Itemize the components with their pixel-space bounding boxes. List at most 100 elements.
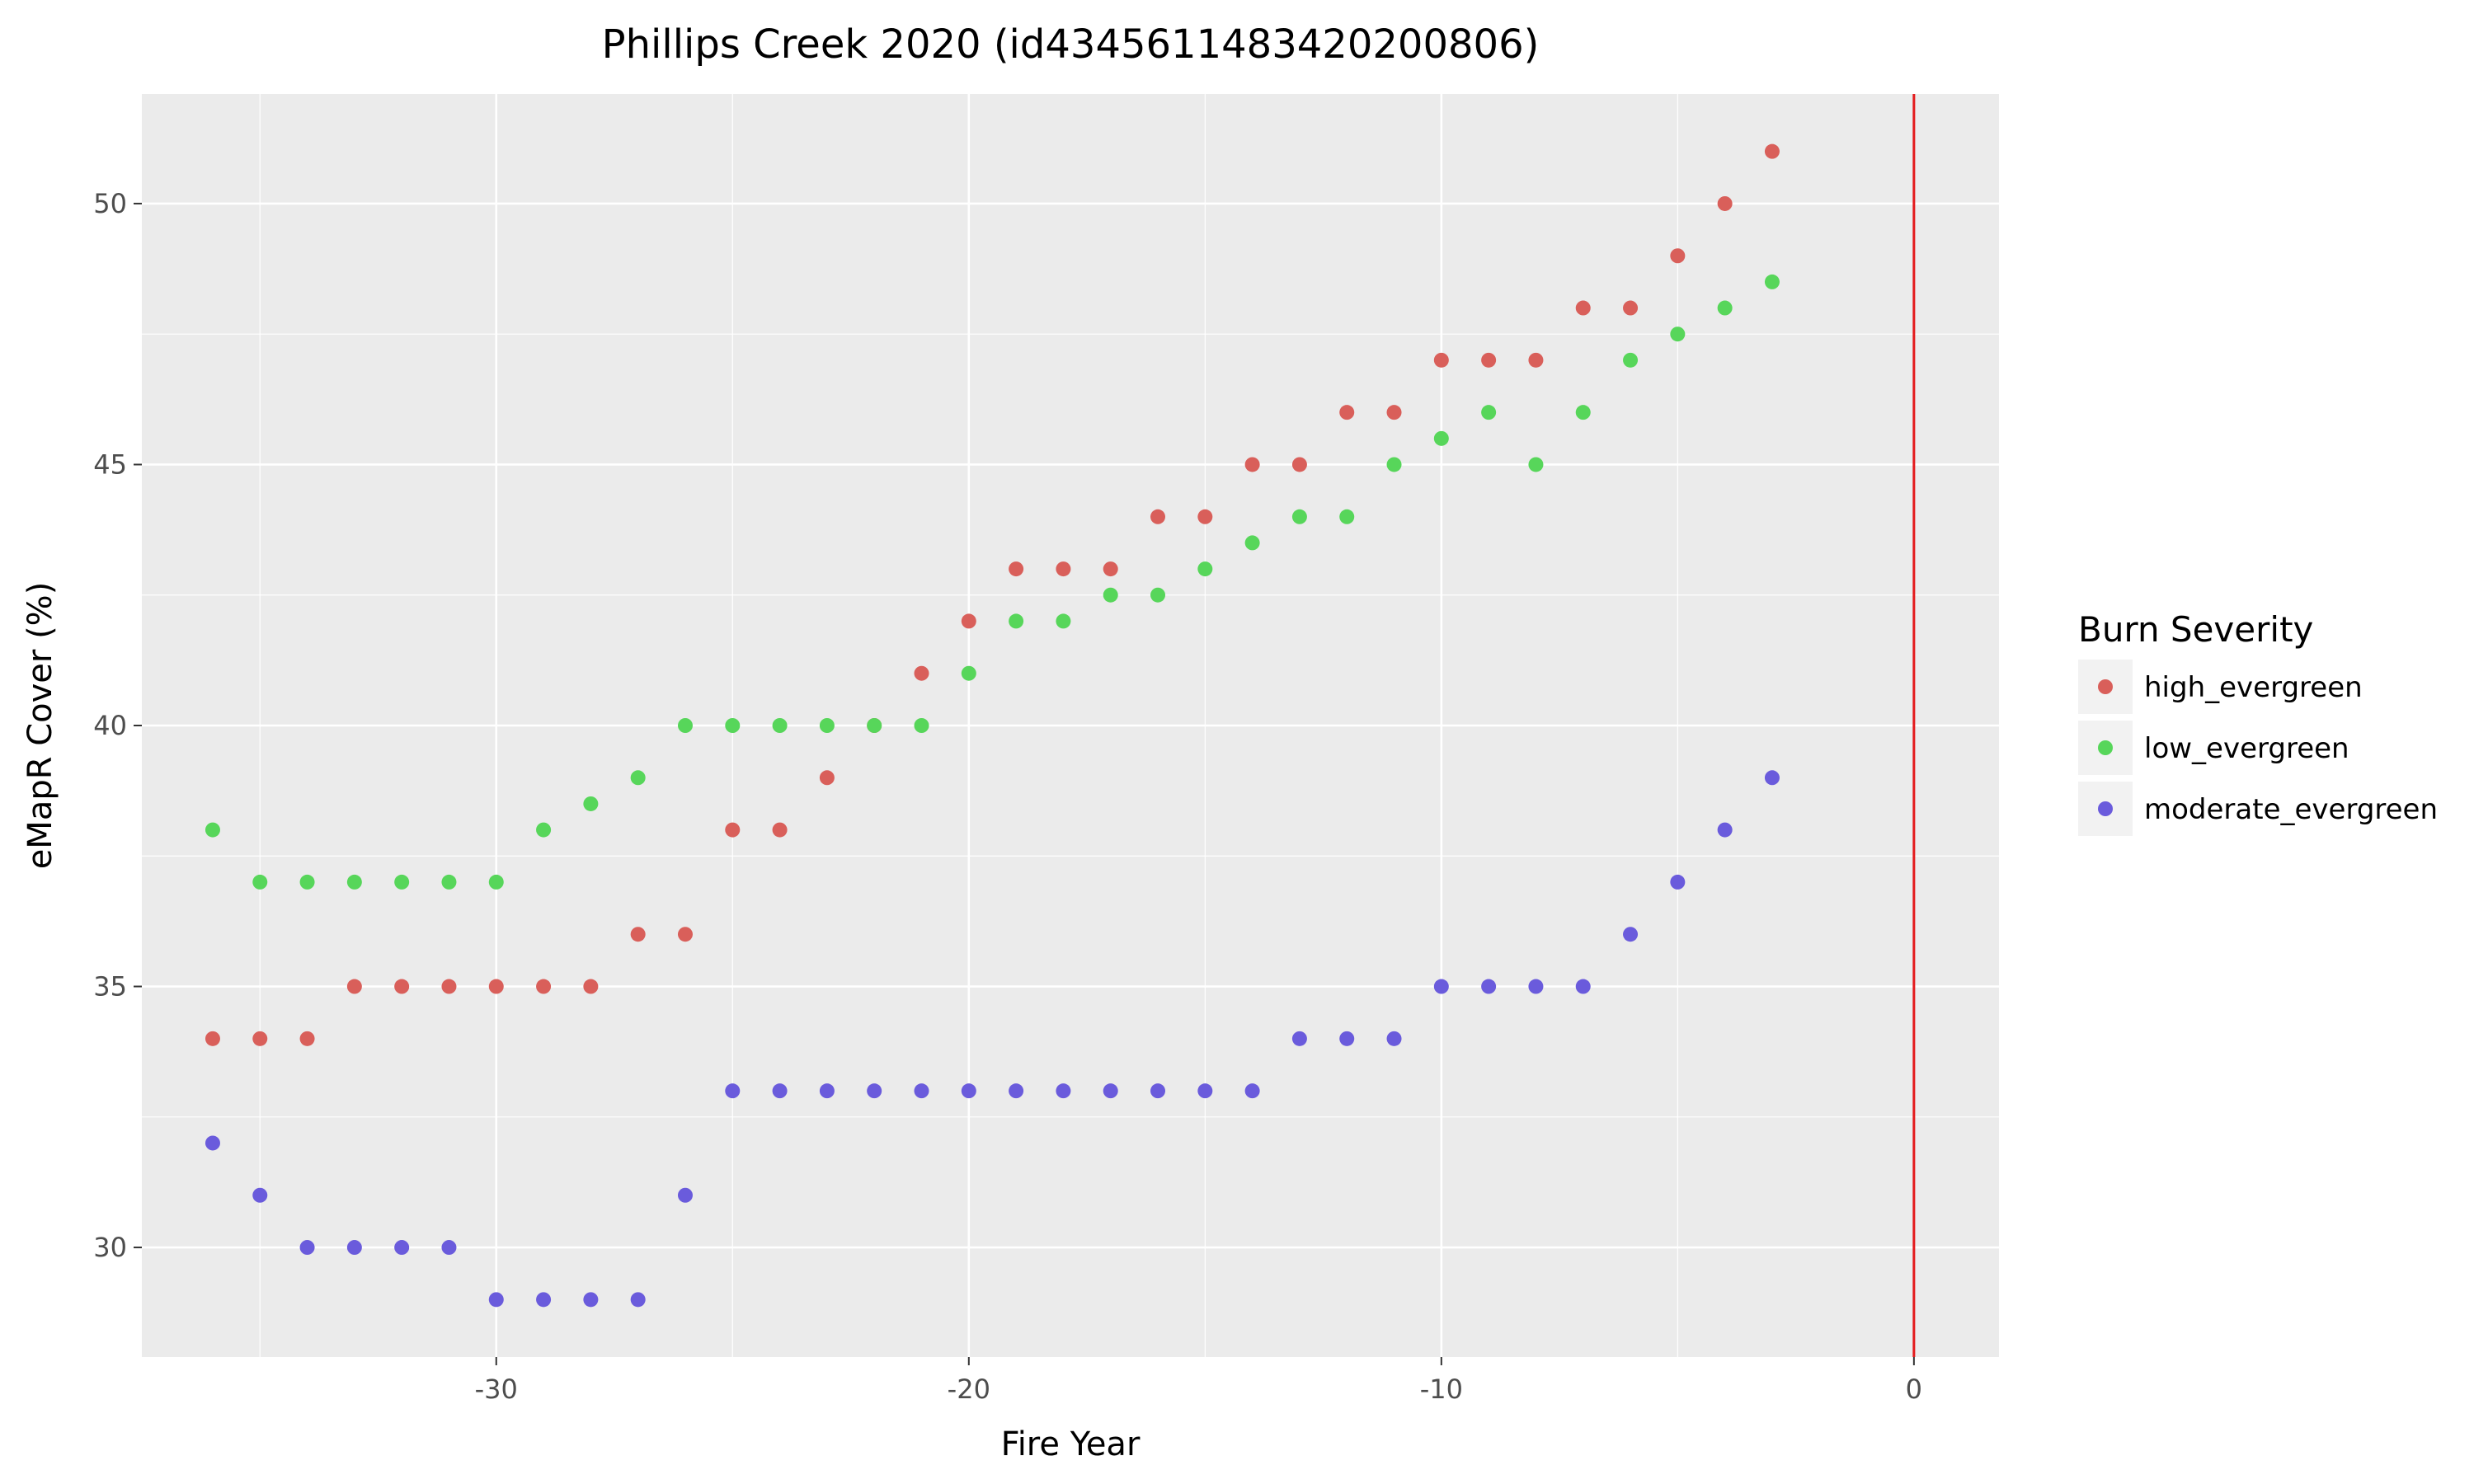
data-point: [1717, 195, 1733, 211]
x-tick-label: -30: [475, 1374, 518, 1405]
data-point: [1009, 561, 1024, 577]
data-point: [1764, 770, 1780, 786]
legend-marker: [2098, 801, 2113, 816]
x-tick-label: -20: [948, 1374, 990, 1405]
data-point: [1103, 1083, 1118, 1099]
data-point: [252, 874, 268, 890]
data-point: [346, 1240, 362, 1256]
data-point: [583, 796, 599, 811]
data-point: [394, 1240, 410, 1256]
data-point: [1291, 509, 1307, 524]
series-moderate_evergreen: [205, 770, 1780, 1308]
data-point: [867, 1083, 882, 1099]
data-point: [1009, 613, 1024, 629]
data-point: [1150, 1083, 1166, 1099]
data-point: [677, 927, 693, 942]
data-point: [299, 874, 315, 890]
data-point: [488, 979, 504, 994]
data-point: [1764, 143, 1780, 159]
data-point: [394, 979, 410, 994]
data-point: [1670, 248, 1686, 264]
data-point: [536, 822, 552, 838]
data-point: [961, 665, 976, 681]
data-point: [441, 979, 457, 994]
data-point: [630, 927, 646, 942]
data-point: [441, 874, 457, 890]
data-point: [1717, 300, 1733, 316]
legend-item: low_evergreen: [2078, 721, 2349, 775]
x-tick-label: 0: [1906, 1374, 1922, 1405]
data-point: [1481, 405, 1497, 420]
data-point: [536, 1292, 552, 1308]
data-point: [1056, 1083, 1071, 1099]
data-point: [1244, 457, 1260, 472]
legend-label: moderate_evergreen: [2144, 793, 2438, 826]
legend-item: moderate_evergreen: [2078, 782, 2438, 836]
data-point: [1575, 300, 1591, 316]
data-point: [1481, 979, 1497, 994]
data-point: [1575, 979, 1591, 994]
x-tick-label: -10: [1420, 1374, 1463, 1405]
data-point: [1197, 509, 1213, 524]
data-point: [1481, 352, 1497, 368]
data-point: [1197, 1083, 1213, 1099]
data-point: [1244, 1083, 1260, 1099]
data-point: [961, 1083, 976, 1099]
y-axis-title: eMapR Cover (%): [21, 582, 59, 870]
data-point: [1764, 274, 1780, 289]
data-point: [252, 1187, 268, 1203]
data-point: [1623, 927, 1639, 942]
data-point: [677, 1187, 693, 1203]
legend-label: high_evergreen: [2144, 671, 2363, 704]
data-point: [725, 822, 741, 838]
y-tick-label: 50: [93, 188, 127, 219]
data-point: [1623, 352, 1639, 368]
x-axis-title: Fire Year: [1001, 1425, 1141, 1463]
data-point: [1575, 405, 1591, 420]
data-point: [1528, 979, 1544, 994]
data-point: [583, 1292, 599, 1308]
data-point: [1528, 457, 1544, 472]
data-point: [583, 979, 599, 994]
data-point: [677, 718, 693, 733]
y-tick-label: 40: [93, 710, 127, 741]
data-point: [914, 1083, 929, 1099]
chart-title: Phillips Creek 2020 (id43456114834202008…: [602, 21, 1540, 68]
data-point: [488, 874, 504, 890]
data-point: [1528, 352, 1544, 368]
data-point: [725, 718, 741, 733]
data-point: [1433, 979, 1449, 994]
legend-label: low_evergreen: [2144, 732, 2349, 765]
data-point: [1433, 352, 1449, 368]
legend-item: high_evergreen: [2078, 660, 2363, 714]
data-point: [867, 718, 882, 733]
data-point: [252, 1031, 268, 1046]
data-point: [1433, 430, 1449, 446]
data-point: [1386, 405, 1402, 420]
data-point: [1103, 561, 1118, 577]
data-point: [819, 1083, 835, 1099]
legend: Burn Severity high_evergreen low_evergree…: [2078, 609, 2438, 836]
data-point: [725, 1083, 741, 1099]
data-point: [1339, 405, 1355, 420]
data-point: [1670, 326, 1686, 342]
data-point: [1623, 300, 1639, 316]
data-point: [1150, 509, 1166, 524]
data-point: [1386, 457, 1402, 472]
data-point: [819, 770, 835, 786]
data-point: [205, 1031, 220, 1046]
data-point: [1197, 561, 1213, 577]
y-tick-label: 45: [93, 448, 127, 480]
data-point: [1056, 561, 1071, 577]
data-point: [772, 718, 788, 733]
data-point: [536, 979, 552, 994]
data-point: [819, 718, 835, 733]
data-point: [961, 613, 976, 629]
data-point: [1339, 1031, 1355, 1046]
series-low_evergreen: [205, 274, 1780, 890]
data-point: [1339, 509, 1355, 524]
data-point: [630, 1292, 646, 1308]
y-tick-label: 35: [93, 971, 127, 1003]
data-point: [772, 822, 788, 838]
y-axis: 30 35 40 45 50: [93, 188, 142, 1263]
